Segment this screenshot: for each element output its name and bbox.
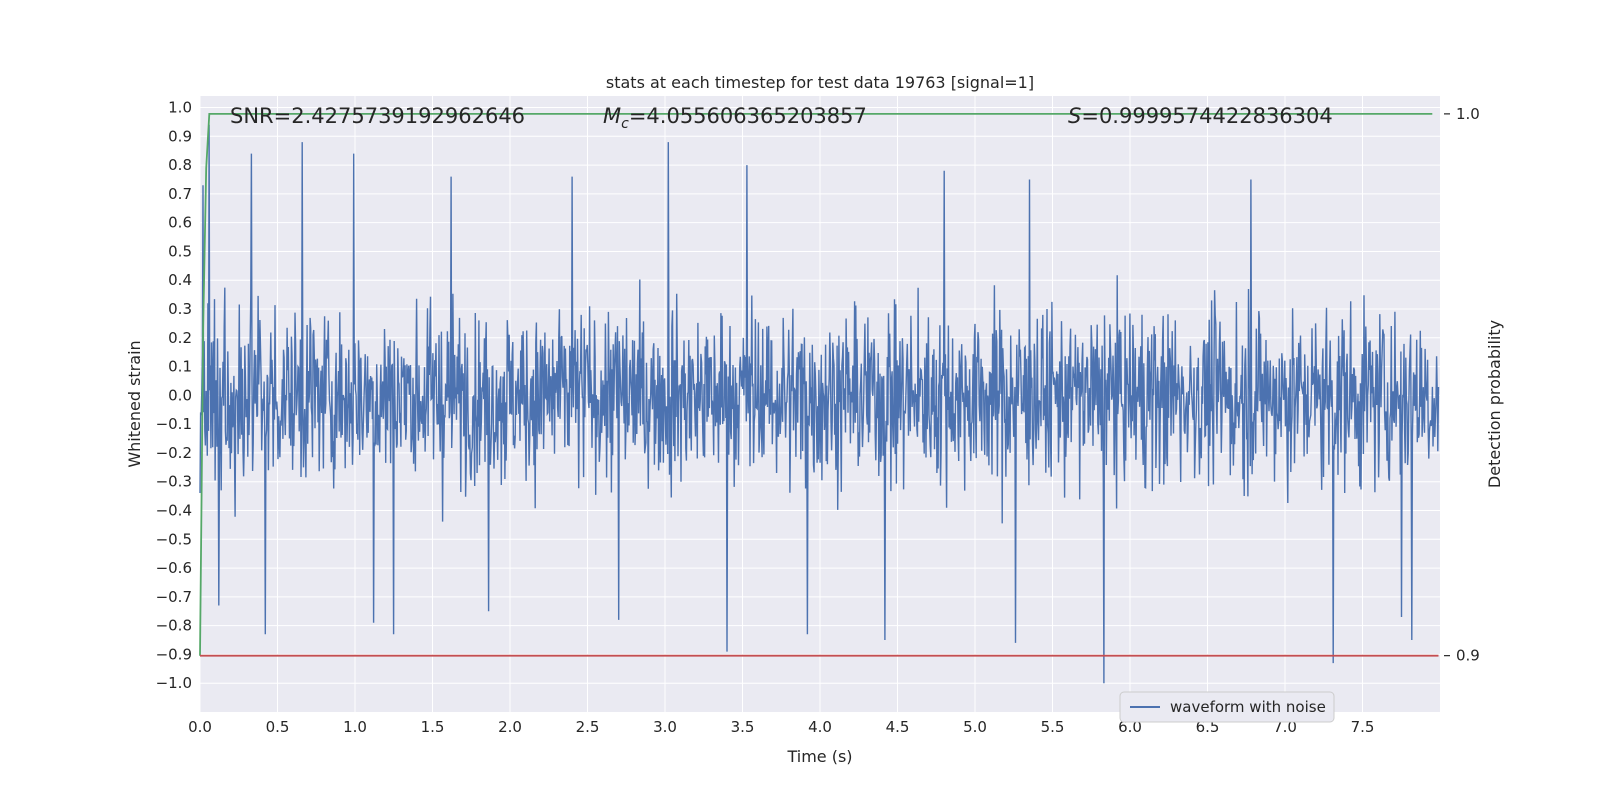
y-tick-label: 0.6 — [168, 214, 192, 232]
y-tick-label: 0.4 — [168, 271, 192, 289]
score-value: =0.9999574422836304 — [1081, 104, 1332, 128]
y-axis-label: Whitened strain — [125, 340, 144, 467]
y-tick-label: 0.1 — [168, 358, 192, 376]
y-tick-label: 0.9 — [168, 127, 192, 145]
legend: waveform with noise — [1119, 691, 1335, 723]
y-tick-label: −0.4 — [156, 502, 192, 520]
probability-series — [199, 113, 1439, 657]
y-tick-label: −0.6 — [156, 559, 192, 577]
x-tick-label: 3.5 — [731, 718, 755, 736]
x-tick-label: 4.5 — [886, 718, 910, 736]
x-tick-label: 2.0 — [498, 718, 522, 736]
y-tick-label: 0.5 — [168, 242, 192, 260]
x-tick-label: 5.0 — [963, 718, 987, 736]
chirp-mass-symbol: M — [603, 104, 621, 128]
x-axis-ticks: 0.0 0.5 1.0 1.5 2.0 2.5 3.0 3.5 4.0 4.5 5.0 5.5 6.0 6… — [188, 718, 1374, 736]
x-tick-label: 4.0 — [808, 718, 832, 736]
y-tick-label: −0.5 — [156, 530, 192, 548]
x-tick-label: 0.0 — [188, 718, 212, 736]
x-tick-label: 7.5 — [1351, 718, 1375, 736]
y-tick-label: −0.1 — [156, 415, 192, 433]
y-tick-label: 1.0 — [168, 99, 192, 117]
legend-box — [1119, 691, 1335, 723]
annotations: SNR=2.4275739192962646 Mc=4.055606365203… — [230, 104, 1333, 132]
y-tick-label: −0.7 — [156, 588, 192, 606]
score-symbol: S — [1068, 104, 1081, 128]
chirp-mass-value: =4.055606365203857 — [629, 104, 867, 128]
legend-label-waveform: waveform with noise — [1170, 698, 1326, 716]
x-tick-label: 1.5 — [421, 718, 445, 736]
y-tick-label: 0.7 — [168, 185, 192, 203]
y-tick-label: 0.2 — [168, 329, 192, 347]
waveform-line — [199, 124, 1440, 684]
y-tick-label: 0.8 — [168, 156, 192, 174]
chirp-mass-subscript: c — [621, 116, 629, 132]
y-tick-label: −0.2 — [156, 444, 192, 462]
snr-annotation: SNR=2.4275739192962646 — [230, 104, 525, 128]
y-tick-label: −1.0 — [156, 674, 192, 692]
y-tick-label: 0.3 — [168, 300, 192, 318]
y-tick-label: 0.0 — [168, 386, 192, 404]
chart-title: stats at each timestep for test data 197… — [606, 73, 1034, 92]
y-tick-label: −0.8 — [156, 617, 192, 635]
y2-tick-label: 1.0 — [1456, 105, 1480, 123]
y-tick-label: −0.9 — [156, 645, 192, 663]
y-tick-label: −0.3 — [156, 473, 192, 491]
x-axis-label: Time (s) — [786, 747, 852, 766]
x-tick-label: 3.0 — [653, 718, 677, 736]
x-tick-label: 1.0 — [343, 718, 367, 736]
y2-axis-label: Detection probability — [1485, 320, 1504, 488]
chirp-mass-annotation: Mc=4.055606365203857 — [603, 104, 867, 132]
waveform-series — [199, 124, 1440, 684]
score-annotation: S=0.9999574422836304 — [1068, 104, 1333, 128]
y-axis-ticks: 1.0 0.9 0.8 0.7 0.6 0.5 0.4 0.3 0.2 0.1 0.0 −0.1 −0.… — [156, 99, 192, 693]
detection-probability-line — [199, 113, 1433, 656]
x-tick-label: 0.5 — [266, 718, 290, 736]
y2-axis-ticks: 1.0 0.9 — [1444, 105, 1480, 665]
x-tick-label: 5.5 — [1041, 718, 1065, 736]
x-tick-label: 2.5 — [576, 718, 600, 736]
y2-tick-label: 0.9 — [1456, 647, 1480, 665]
